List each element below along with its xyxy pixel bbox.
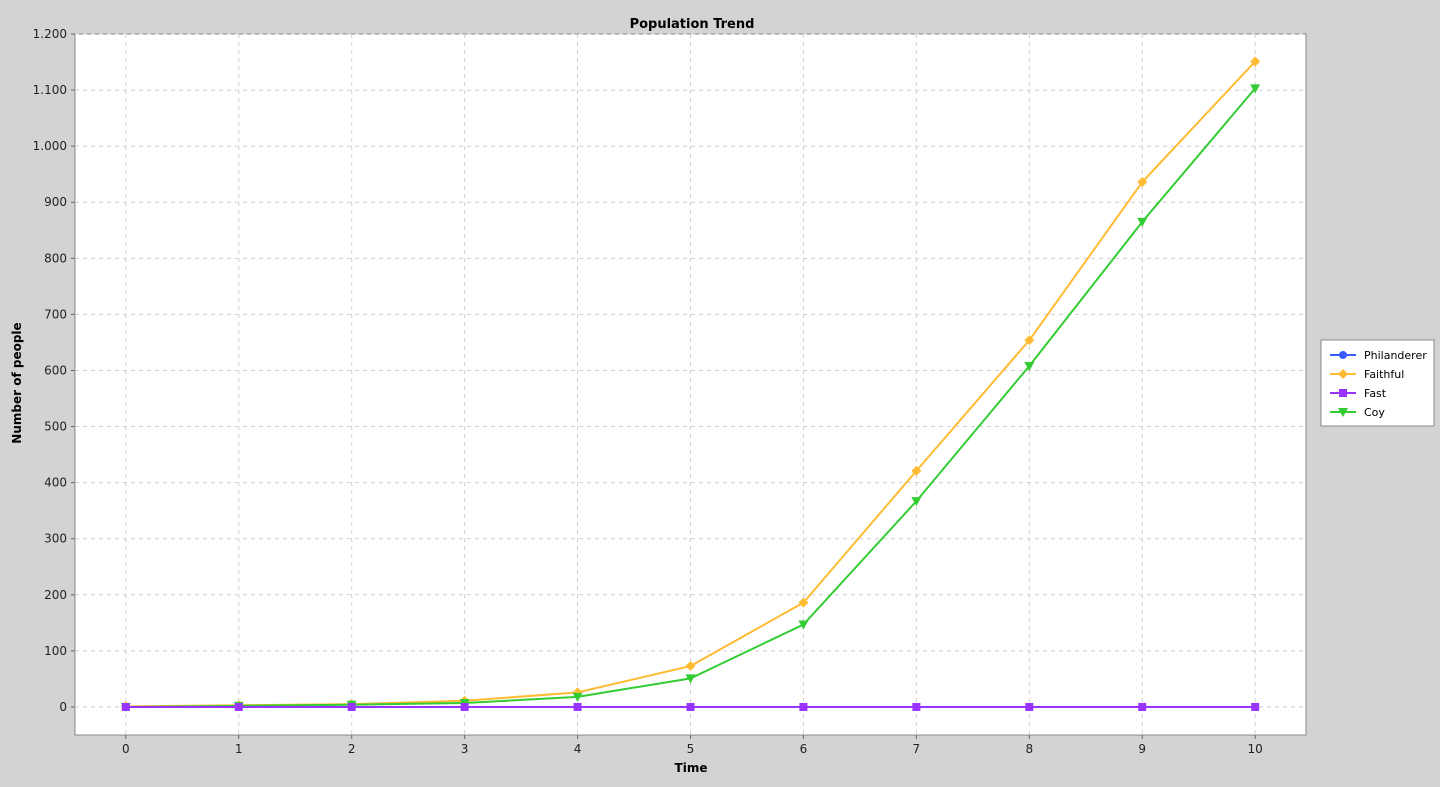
series-lines <box>120 56 1261 712</box>
y-tick-label: 200 <box>44 588 67 602</box>
x-tick-label: 8 <box>1025 742 1033 756</box>
y-tick-label: 0 <box>59 700 67 714</box>
axes: 01002003004005006007008009001.0001.1001.… <box>33 27 1263 756</box>
x-tick-label: 5 <box>687 742 695 756</box>
data-point <box>121 702 130 711</box>
x-tick-label: 2 <box>348 742 356 756</box>
legend-marker <box>1338 369 1348 379</box>
legend-label: Faithful <box>1364 368 1404 381</box>
data-point <box>1024 335 1035 346</box>
series-fast <box>121 702 1260 711</box>
x-tick-label: 9 <box>1138 742 1146 756</box>
x-axis-label: Time <box>675 761 708 775</box>
legend-label: Philanderer <box>1364 349 1427 362</box>
y-tick-label: 1.200 <box>33 27 67 41</box>
legend-marker <box>1339 351 1347 359</box>
data-point <box>798 620 809 630</box>
y-axis-label: Number of people <box>10 322 24 443</box>
x-tick-label: 6 <box>800 742 808 756</box>
y-tick-label: 100 <box>44 644 67 658</box>
data-point <box>911 465 922 476</box>
data-point <box>685 674 696 684</box>
y-tick-label: 600 <box>44 363 67 377</box>
legend-item-philanderer: Philanderer <box>1330 349 1427 362</box>
data-point <box>1137 177 1148 188</box>
legend-item-faithful: Faithful <box>1330 368 1404 381</box>
data-point <box>234 702 243 711</box>
legend-item-fast: Fast <box>1330 387 1387 400</box>
x-tick-label: 7 <box>913 742 921 756</box>
data-point <box>798 597 809 608</box>
x-tick-label: 3 <box>461 742 469 756</box>
data-point <box>1250 56 1261 67</box>
grid-lines <box>75 33 1306 735</box>
y-tick-label: 300 <box>44 532 67 546</box>
legend-marker <box>1338 408 1348 417</box>
data-point <box>799 702 808 711</box>
data-point <box>572 692 583 702</box>
data-point <box>1137 217 1148 227</box>
data-point <box>1250 84 1261 94</box>
x-tick-label: 1 <box>235 742 243 756</box>
data-point <box>460 702 469 711</box>
legend-label: Fast <box>1364 387 1387 400</box>
data-point <box>911 497 922 507</box>
data-point <box>347 702 356 711</box>
legend-marker <box>1339 389 1347 397</box>
y-tick-label: 500 <box>44 420 67 434</box>
y-tick-label: 700 <box>44 307 67 321</box>
data-point <box>912 702 921 711</box>
chart-title: Population Trend <box>630 17 755 32</box>
data-point <box>685 661 696 672</box>
data-point <box>1251 702 1260 711</box>
data-point <box>573 702 582 711</box>
y-tick-label: 1.100 <box>33 83 67 97</box>
data-point <box>1025 702 1034 711</box>
legend: Philanderer Faithful Fast Coy <box>1320 339 1435 427</box>
y-tick-label: 400 <box>44 476 67 490</box>
y-tick-label: 1.000 <box>33 139 67 153</box>
legend-item-coy: Coy <box>1330 406 1385 419</box>
data-point <box>1138 702 1147 711</box>
y-tick-label: 800 <box>44 251 67 265</box>
data-point <box>686 702 695 711</box>
x-tick-label: 4 <box>574 742 582 756</box>
legend-label: Coy <box>1364 406 1385 419</box>
x-tick-label: 0 <box>122 742 130 756</box>
x-tick-label: 10 <box>1248 742 1263 756</box>
data-point <box>1024 361 1035 371</box>
y-tick-label: 900 <box>44 195 67 209</box>
